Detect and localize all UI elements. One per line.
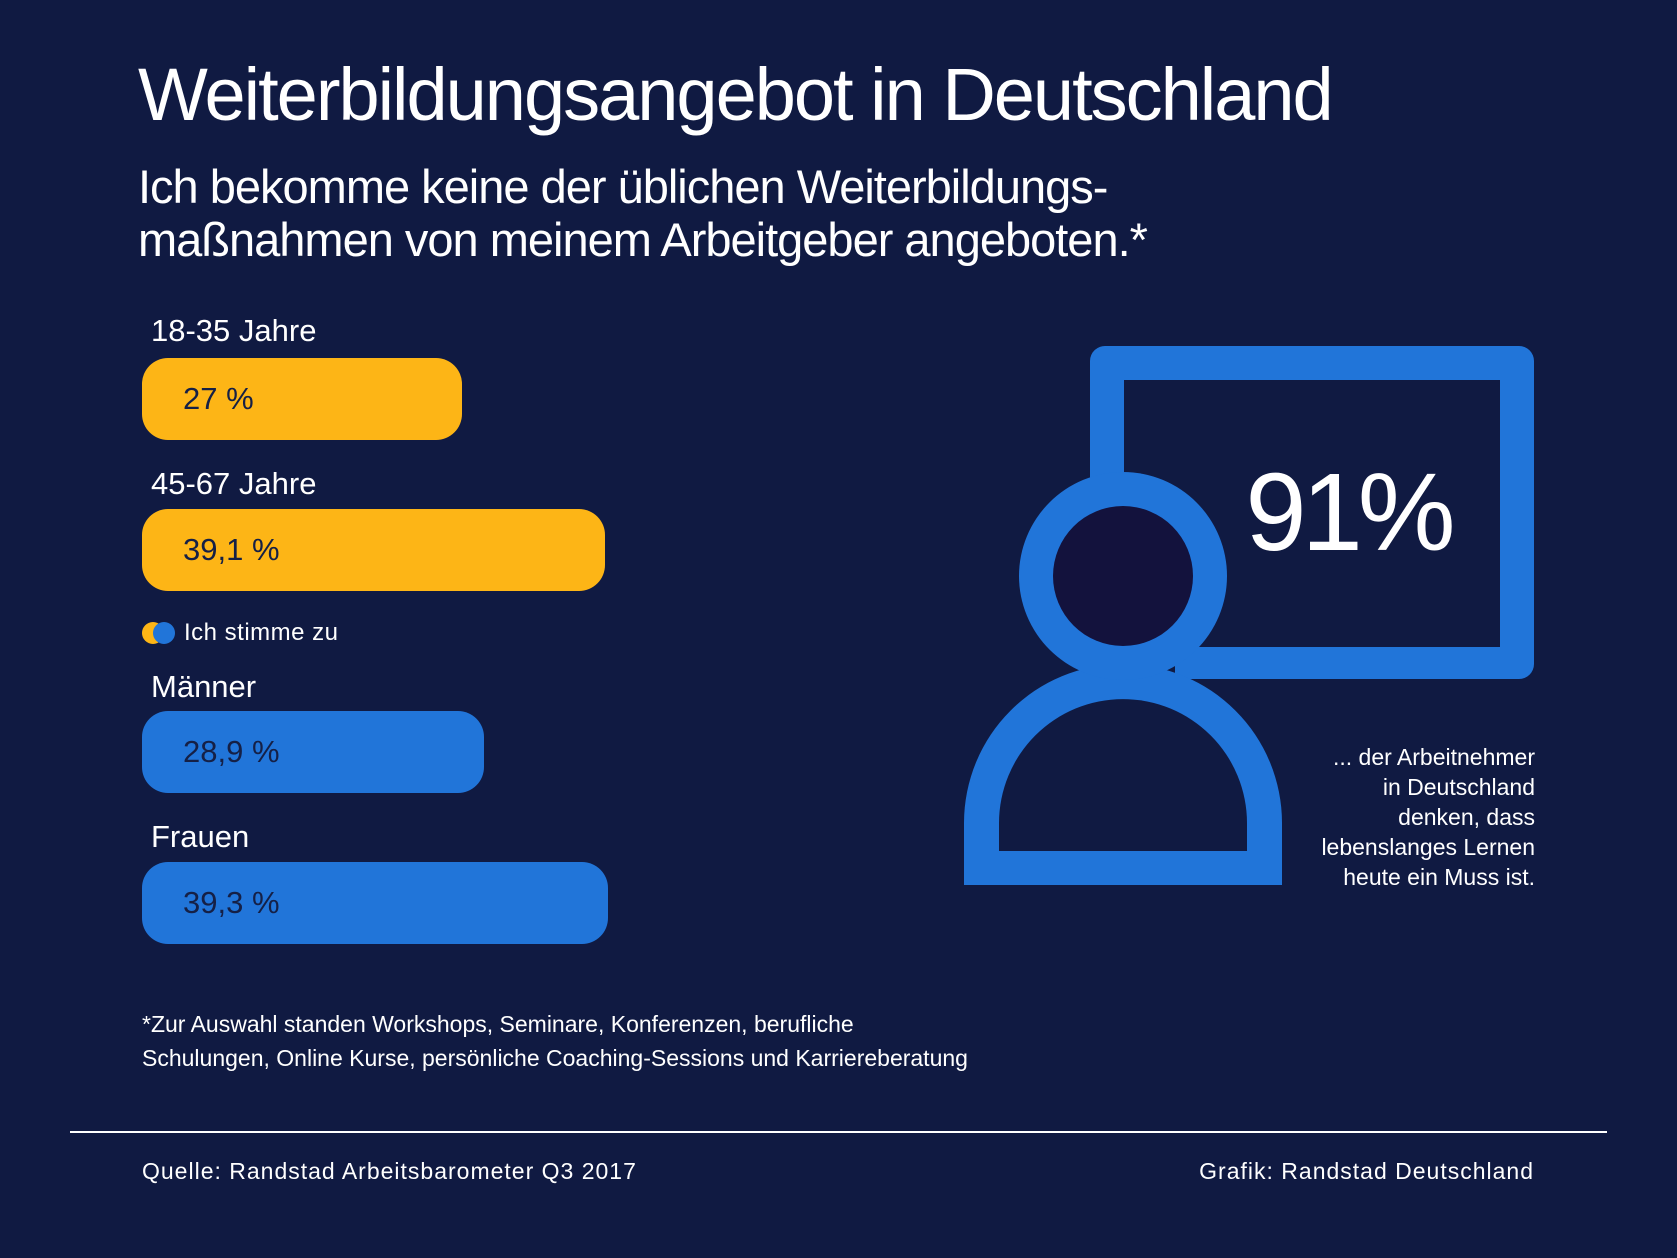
bar-maenner: 28,9 % bbox=[142, 711, 484, 793]
highlight-note: ... der Arbeitnehmer in Deutschland denk… bbox=[1240, 742, 1535, 892]
highlight-value: 91% bbox=[1245, 451, 1455, 574]
bar-value-label: 39,1 % bbox=[183, 532, 280, 567]
divider bbox=[70, 1131, 1607, 1133]
highlight-note-line: denken, dass bbox=[1398, 804, 1535, 830]
highlight-note-line: heute ein Muss ist. bbox=[1343, 864, 1535, 890]
source-text: Quelle: Randstad Arbeitsbarometer Q3 201… bbox=[142, 1158, 637, 1184]
bar-value-label: 27 % bbox=[183, 381, 254, 416]
highlight-note-line: ... der Arbeitnehmer bbox=[1333, 744, 1535, 770]
footnote: *Zur Auswahl standen Workshops, Seminare… bbox=[142, 1007, 968, 1075]
legend-label: Ich stimme zu bbox=[184, 619, 339, 646]
legend: Ich stimme zu bbox=[142, 618, 339, 648]
category-label-maenner: Männer bbox=[151, 669, 257, 704]
footnote-line: *Zur Auswahl standen Workshops, Seminare… bbox=[142, 1011, 854, 1037]
highlight-note-line: lebenslanges Lernen bbox=[1321, 834, 1535, 860]
category-label-45-67: 45-67 Jahre bbox=[151, 466, 317, 501]
bar-value-label: 28,9 % bbox=[183, 734, 280, 769]
legend-swatch-blue bbox=[153, 622, 175, 644]
page-title: Weiterbildungsangebot in Deutschland bbox=[138, 53, 1334, 136]
category-label-frauen: Frauen bbox=[151, 819, 250, 854]
bar-frauen: 39,3 % bbox=[142, 862, 608, 944]
category-label-18-35: 18-35 Jahre bbox=[151, 313, 317, 348]
bar-45-67: 39,1 % bbox=[142, 509, 605, 591]
highlight-note-line: in Deutschland bbox=[1382, 774, 1535, 800]
subtitle: Ich bekomme keine der üblichen Weiterbil… bbox=[138, 160, 1288, 266]
subtitle-line: maßnahmen von meinem Arbeitgeber angebot… bbox=[138, 213, 1148, 266]
credit-text: Grafik: Randstad Deutschland bbox=[1199, 1158, 1534, 1184]
footnote-line: Schulungen, Online Kurse, persönliche Co… bbox=[142, 1045, 968, 1071]
bar-value-label: 39,3 % bbox=[183, 885, 280, 920]
bar-18-35: 27 % bbox=[142, 358, 462, 440]
subtitle-line: Ich bekomme keine der üblichen Weiterbil… bbox=[138, 160, 1108, 213]
